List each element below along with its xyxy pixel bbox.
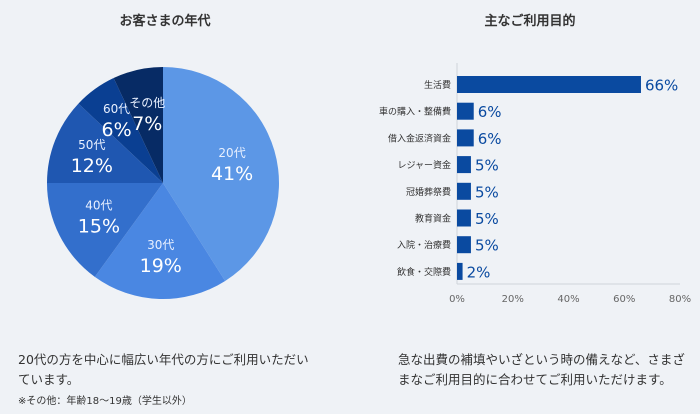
x-tick-label: 20% (502, 294, 524, 305)
bar-category-label: 借入金返済資金 (388, 132, 451, 144)
bar-0 (457, 76, 641, 93)
pie-slice-1 (94, 183, 226, 299)
pie-chart-title: お客さまの年代 (119, 14, 211, 29)
age-note: ※その他：年齢18～19歳（学生以外） (18, 396, 192, 407)
x-tick-label: 80% (669, 294, 691, 305)
pie-slice-0 (163, 67, 280, 281)
pie-value-label: 41% (211, 163, 253, 185)
x-tick-label: 60% (613, 294, 635, 305)
pie-category-label: 60代 (103, 102, 130, 116)
bar-value-label: 5% (475, 157, 499, 175)
bar-value-label: 5% (475, 237, 499, 255)
pie-slice-3 (47, 103, 163, 183)
pie-value-label: 19% (140, 255, 182, 277)
bar-category-label: レジャー資金 (397, 159, 451, 171)
bar-value-label: 6% (478, 103, 502, 121)
pie-value-label: 12% (71, 155, 113, 177)
bar-value-label: 6% (478, 130, 502, 148)
bar-category-label: 生活費 (424, 79, 451, 91)
bar-category-label: 入院・治療費 (397, 239, 451, 251)
x-tick-label: 40% (557, 294, 579, 305)
bar-value-label: 2% (467, 263, 491, 281)
bar-1 (457, 102, 474, 120)
pie-value-label: 7% (132, 113, 162, 135)
bar-value-label: 66% (645, 77, 678, 95)
purpose-description: 急な出費の補填やいざという時の備えなど、さまざまなご利用目的に合わせてご利用いた… (398, 352, 685, 387)
pie-slice-4 (78, 78, 163, 183)
bar-category-label: 冠婚葬祭費 (406, 186, 451, 198)
pie-value-label: 15% (78, 216, 120, 238)
x-tick-label: 0% (449, 294, 465, 305)
bar-chart-title: 主なご利用目的 (484, 14, 576, 29)
bar-category-label: 教育資金 (415, 213, 451, 225)
age-description: 20代の方を中心に幅広い年代の方にご利用いただいています。 ※その他：年齢18～… (18, 350, 318, 412)
pie-category-label: 20代 (218, 146, 245, 160)
bar-6 (457, 236, 471, 254)
bar-category-label: 車の購入・整備費 (379, 106, 451, 118)
pie-slice-2 (47, 183, 163, 277)
age-description-text: 20代の方を中心に幅広い年代の方にご利用いただいています。 (18, 352, 309, 387)
pie-category-label: 30代 (147, 238, 174, 252)
pie-value-label: 6% (102, 119, 132, 141)
bar-7 (457, 262, 463, 280)
bar-3 (457, 156, 471, 174)
pie-slice-5 (113, 67, 163, 183)
bar-2 (457, 129, 474, 147)
bar-category-label: 飲食・交際費 (397, 266, 451, 278)
bar-value-label: 5% (475, 183, 499, 201)
pie-category-label: 50代 (78, 138, 105, 152)
bar-5 (457, 209, 471, 227)
pie-category-label: その他 (129, 96, 165, 110)
pie-category-label: 40代 (85, 199, 112, 213)
bar-value-label: 5% (475, 210, 499, 228)
bar-4 (457, 182, 471, 200)
